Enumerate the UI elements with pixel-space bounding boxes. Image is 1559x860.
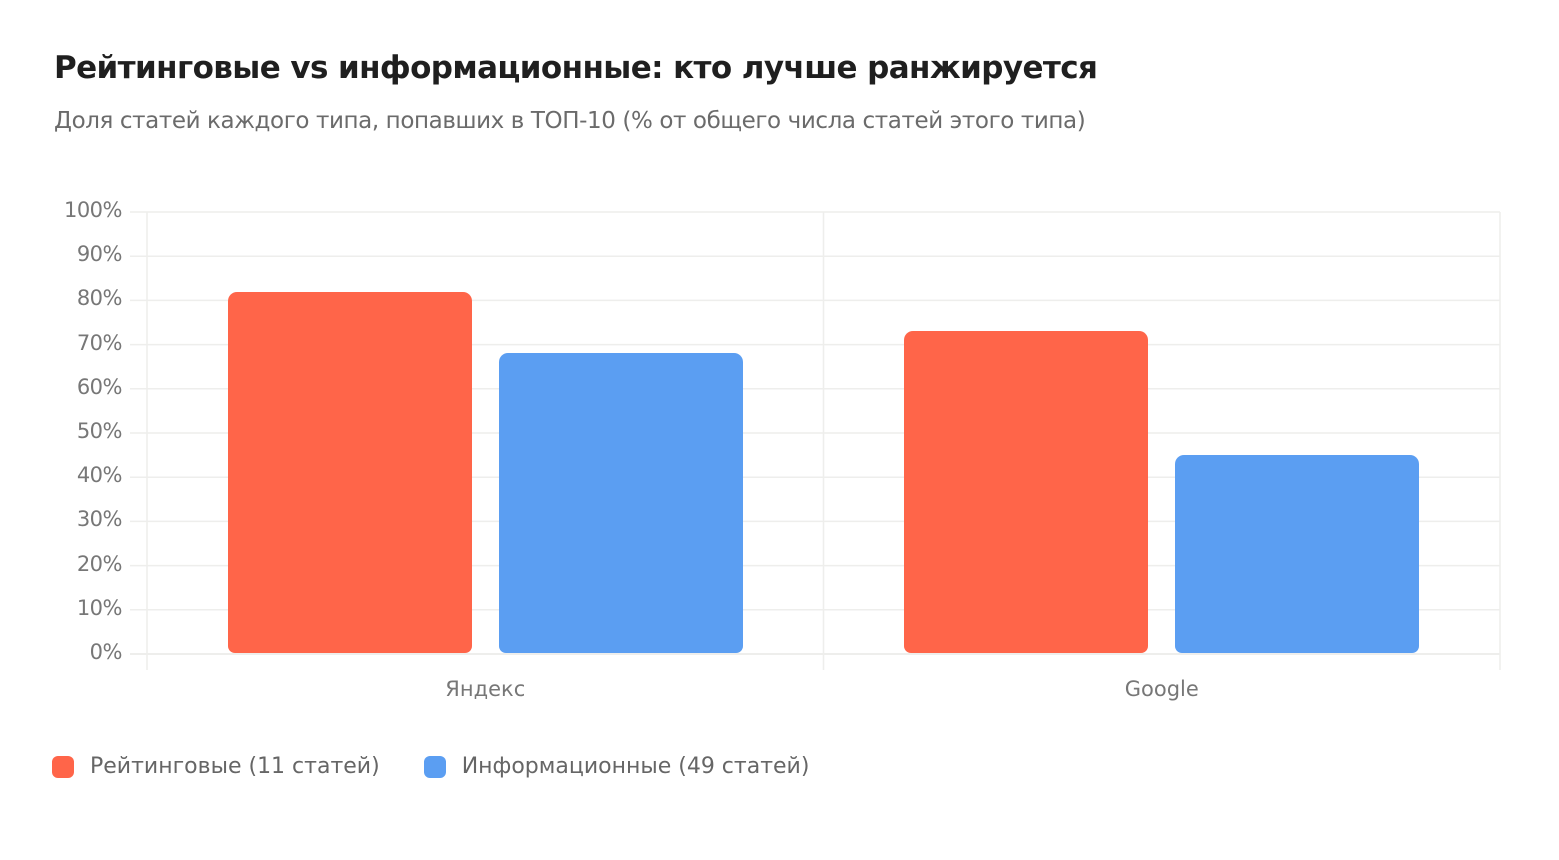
bar-rating-0[interactable] bbox=[227, 291, 472, 653]
y-tick-label: 10% bbox=[76, 595, 123, 620]
legend-item-rating[interactable]: Рейтинговые (11 статей) bbox=[52, 754, 380, 779]
y-tick-label: 70% bbox=[76, 330, 123, 355]
y-tick-label: 50% bbox=[76, 419, 123, 443]
y-tick-label: 30% bbox=[76, 507, 123, 532]
legend: Рейтинговые (11 статей) Информационные (… bbox=[52, 754, 853, 779]
y-tick-label: 80% bbox=[76, 286, 123, 311]
legend-swatch-rating-icon bbox=[52, 755, 74, 778]
y-tick-label: 0% bbox=[89, 640, 123, 664]
chart-subtitle: Доля статей каждого типа, попавших в ТОП… bbox=[54, 108, 1086, 134]
legend-swatch-informational-icon bbox=[423, 755, 446, 778]
y-tick-label: 40% bbox=[76, 463, 123, 488]
bar-rating-1[interactable] bbox=[904, 331, 1149, 653]
bar-informational-1[interactable] bbox=[1175, 455, 1420, 653]
legend-label: Рейтинговые (11 статей) bbox=[90, 754, 380, 779]
chart-title: Рейтинговые vs информационные: кто лучше… bbox=[54, 50, 1098, 86]
legend-label: Информационные (49 статей) bbox=[461, 754, 810, 779]
y-tick-label: 90% bbox=[76, 242, 123, 267]
y-tick-label: 60% bbox=[76, 374, 123, 399]
y-tick-label: 20% bbox=[76, 551, 123, 576]
x-tick-label: Google bbox=[1124, 677, 1199, 701]
x-tick-label: Яндекс bbox=[445, 677, 526, 701]
legend-item-informational[interactable]: Информационные (49 статей) bbox=[423, 754, 810, 779]
bar-informational-0[interactable] bbox=[498, 353, 743, 653]
y-tick-label: 100% bbox=[63, 198, 123, 222]
